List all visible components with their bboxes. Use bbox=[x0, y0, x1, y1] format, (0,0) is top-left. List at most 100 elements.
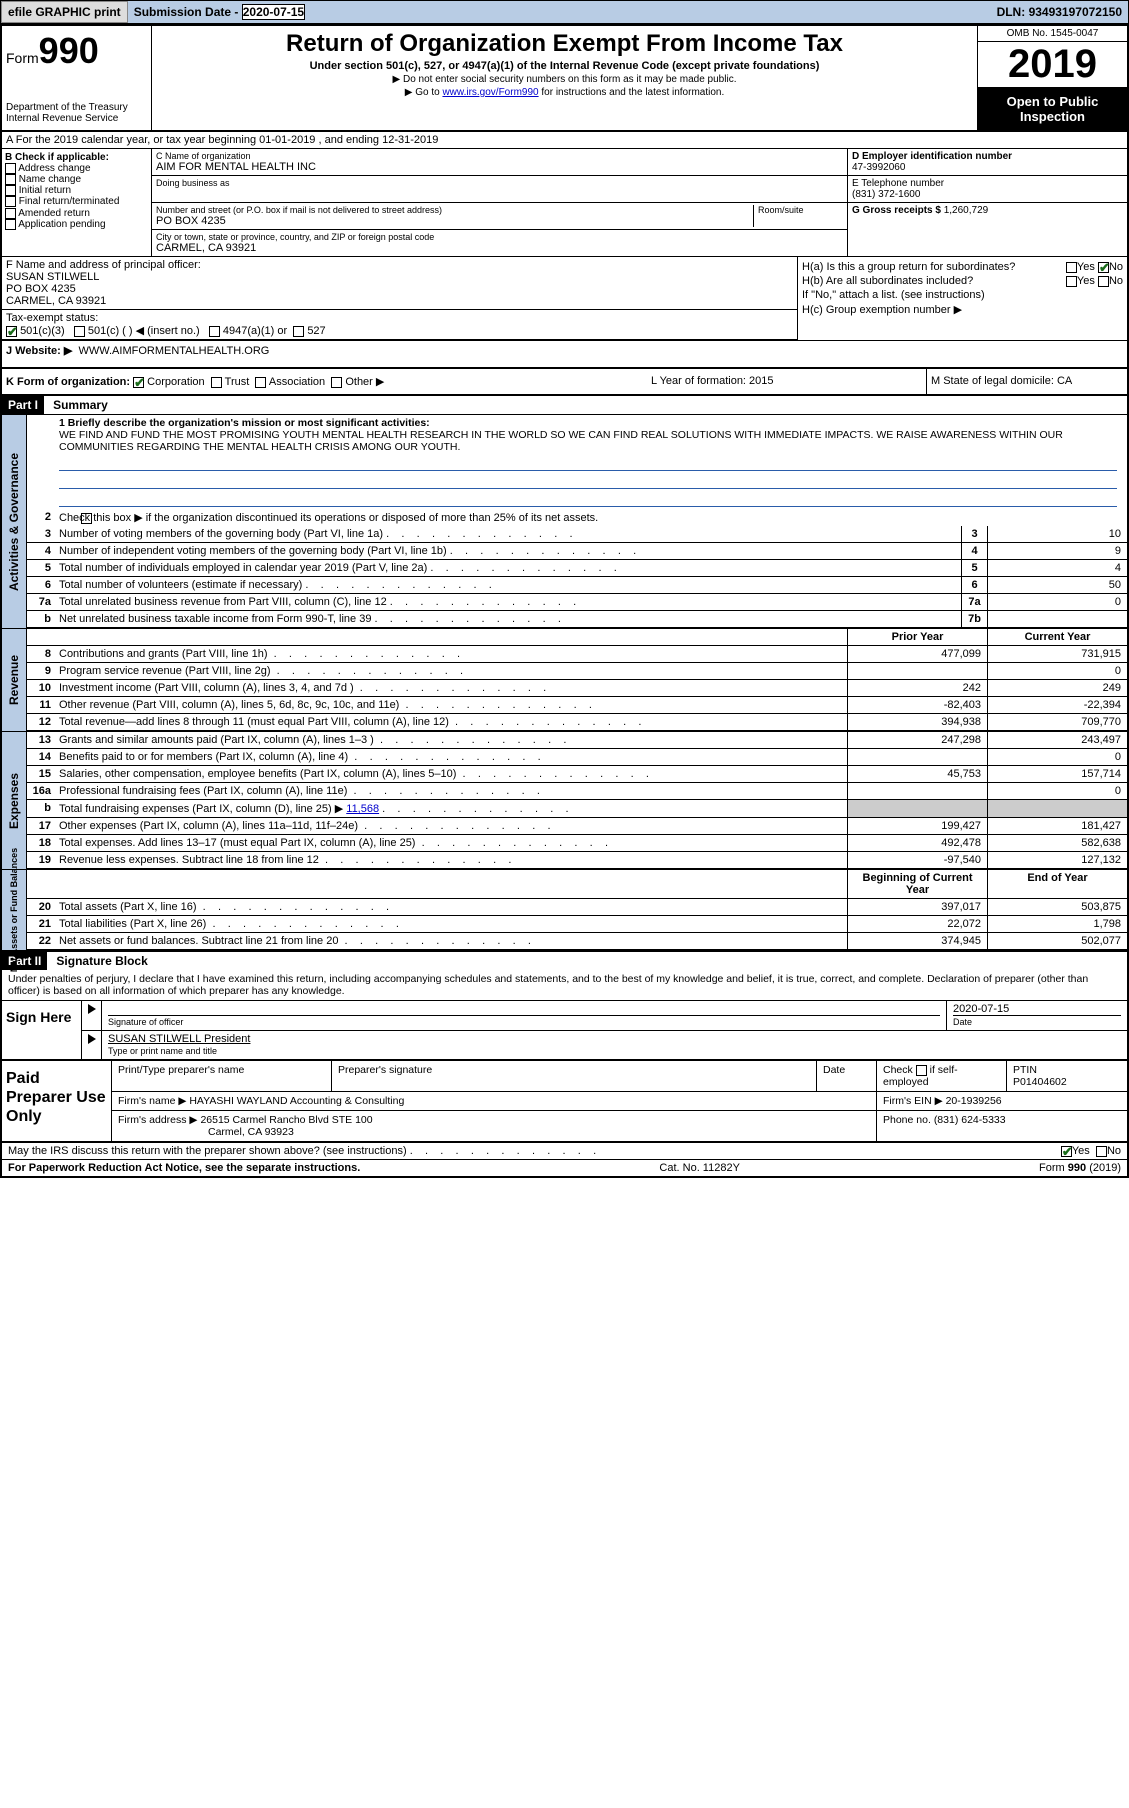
vtab-net: Net Assets or Fund Balances bbox=[2, 870, 27, 950]
phone: (831) 372-1600 bbox=[852, 189, 920, 200]
phone-row: E Telephone number (831) 372-1600 bbox=[848, 176, 1127, 203]
col-b: B Check if applicable: Address change Na… bbox=[2, 149, 152, 256]
cb-final-return[interactable]: Final return/terminated bbox=[5, 196, 148, 207]
l2: 2 Check this box ▶ if the organization d… bbox=[27, 509, 1127, 526]
dba-row: Doing business as bbox=[152, 176, 847, 203]
officer-row: F Name and address of principal officer:… bbox=[2, 257, 797, 310]
net-hdr: Beginning of Current Year End of Year bbox=[27, 870, 1127, 899]
cb-ha-no[interactable] bbox=[1098, 262, 1109, 273]
cb-501c[interactable] bbox=[74, 326, 85, 337]
firm-addr2: Carmel, CA 93923 bbox=[208, 1126, 294, 1138]
cb-hb-no[interactable] bbox=[1098, 276, 1109, 287]
discuss-row: May the IRS discuss this return with the… bbox=[2, 1143, 1127, 1160]
table-row: 11Other revenue (Part VIII, column (A), … bbox=[27, 697, 1127, 714]
officer-printed: SUSAN STILWELL President bbox=[108, 1033, 250, 1045]
note1: ▶ Do not enter social security numbers o… bbox=[158, 74, 971, 85]
state-domicile: M State of legal domicile: CA bbox=[927, 369, 1127, 394]
paid-preparer-grid: Paid Preparer Use Only Print/Type prepar… bbox=[2, 1061, 1127, 1143]
table-row: 10Investment income (Part VIII, column (… bbox=[27, 680, 1127, 697]
table-row: 7aTotal unrelated business revenue from … bbox=[27, 594, 1127, 611]
sign-here-grid: Sign Here Signature of officer 2020-07-1… bbox=[2, 1001, 1127, 1061]
cb-self-employed[interactable] bbox=[916, 1065, 927, 1076]
efile-print-btn[interactable]: efile GRAPHIC print bbox=[1, 1, 128, 23]
table-row: bNet unrelated business taxable income f… bbox=[27, 611, 1127, 628]
table-row: 18Total expenses. Add lines 13–17 (must … bbox=[27, 835, 1127, 852]
firm-phone: (831) 624-5333 bbox=[934, 1114, 1006, 1126]
table-row: 14Benefits paid to or for members (Part … bbox=[27, 749, 1127, 766]
vtab-gov: Activities & Governance bbox=[2, 415, 27, 628]
cb-address-change[interactable]: Address change bbox=[5, 163, 148, 174]
rev-hdr: Prior Year Current Year bbox=[27, 629, 1127, 646]
form-outer: Form990 Department of the Treasury Inter… bbox=[0, 24, 1129, 1178]
subdate-lbl: Submission Date - 2020-07-15 bbox=[128, 2, 311, 22]
sig-date: 2020-07-15 bbox=[953, 1003, 1009, 1015]
table-row: 22Net assets or fund balances. Subtract … bbox=[27, 933, 1127, 950]
cb-trust[interactable] bbox=[211, 377, 222, 388]
cb-501c3[interactable] bbox=[6, 326, 17, 337]
sect-exp: Expenses 13Grants and similar amounts pa… bbox=[2, 732, 1127, 870]
col-c: C Name of organization AIM FOR MENTAL HE… bbox=[152, 149, 847, 256]
omb: OMB No. 1545-0047 bbox=[978, 26, 1127, 42]
table-row: 16aProfessional fundraising fees (Part I… bbox=[27, 783, 1127, 800]
note2: ▶ Go to www.irs.gov/Form990 for instruct… bbox=[158, 87, 971, 98]
arrow-icon bbox=[88, 1004, 96, 1014]
cat-no: Cat. No. 11282Y bbox=[360, 1162, 1039, 1174]
arrow-icon bbox=[88, 1034, 96, 1044]
city-row: City or town, state or province, country… bbox=[152, 230, 847, 256]
perjury-para: Under penalties of perjury, I declare th… bbox=[2, 970, 1127, 1001]
col-f-tax-j: F Name and address of principal officer:… bbox=[2, 257, 797, 340]
table-row: bTotal fundraising expenses (Part IX, co… bbox=[27, 800, 1127, 818]
cb-corp[interactable] bbox=[133, 377, 144, 388]
footer: For Paperwork Reduction Act Notice, see … bbox=[2, 1160, 1127, 1176]
org-name-row: C Name of organization AIM FOR MENTAL HE… bbox=[152, 149, 847, 176]
ein: 47-3992060 bbox=[852, 162, 905, 173]
gross-row: G Gross receipts $ 1,260,729 bbox=[848, 203, 1127, 218]
form-sub: Under section 501(c), 527, or 4947(a)(1)… bbox=[158, 60, 971, 72]
cb-527[interactable] bbox=[293, 326, 304, 337]
cb-discuss-yes[interactable] bbox=[1061, 1146, 1072, 1157]
cb-amended-return[interactable]: Amended return bbox=[5, 208, 148, 219]
org-city: CARMEL, CA 93921 bbox=[156, 242, 256, 254]
cb-hb-yes[interactable] bbox=[1066, 276, 1077, 287]
grid-fh: F Name and address of principal officer:… bbox=[2, 257, 1127, 341]
website: WWW.AIMFORMENTALHEALTH.ORG bbox=[78, 345, 269, 357]
org-name: AIM FOR MENTAL HEALTH INC bbox=[156, 161, 316, 173]
addr-row: Number and street (or P.O. box if mail i… bbox=[152, 203, 847, 230]
form990-link[interactable]: www.irs.gov/Form990 bbox=[442, 87, 538, 98]
tax-status-row: Tax-exempt status: 501(c)(3) 501(c) ( ) … bbox=[2, 310, 797, 340]
sect-gov: Activities & Governance 1 Briefly descri… bbox=[2, 415, 1127, 629]
website-row: J Website: ▶ WWW.AIMFORMENTALHEALTH.ORG bbox=[2, 341, 1127, 369]
cb-ha-yes[interactable] bbox=[1066, 262, 1077, 273]
table-row: 13Grants and similar amounts paid (Part … bbox=[27, 732, 1127, 749]
topbar: efile GRAPHIC print Submission Date - 20… bbox=[0, 0, 1129, 24]
firm-name: HAYASHI WAYLAND Accounting & Consulting bbox=[189, 1095, 404, 1107]
cb-name-change[interactable]: Name change bbox=[5, 174, 148, 185]
hc: H(c) Group exemption number ▶ bbox=[802, 303, 1123, 316]
open-public: Open to Public Inspection bbox=[978, 88, 1127, 130]
part1-hdr-row: Part I Summary bbox=[2, 396, 1127, 415]
cb-other[interactable] bbox=[331, 377, 342, 388]
table-row: 4Number of independent voting members of… bbox=[27, 543, 1127, 560]
cb-app-pending[interactable]: Application pending bbox=[5, 219, 148, 230]
table-row: 20Total assets (Part X, line 16) 397,017… bbox=[27, 899, 1127, 916]
cb-4947[interactable] bbox=[209, 326, 220, 337]
cb-discuss-no[interactable] bbox=[1096, 1146, 1107, 1157]
part2-hdr-row: Part II Signature Block bbox=[2, 952, 1127, 970]
subdate-val: 2020-07-15 bbox=[242, 4, 305, 20]
hb-note: If "No," attach a list. (see instruction… bbox=[802, 289, 1123, 301]
dln: DLN: 93493197072150 bbox=[991, 2, 1128, 22]
hb: H(b) Are all subordinates included? Yes … bbox=[802, 275, 1123, 287]
cb-discontinued[interactable] bbox=[81, 513, 92, 524]
sect-net: Net Assets or Fund Balances Beginning of… bbox=[2, 870, 1127, 952]
table-row: 12Total revenue—add lines 8 through 11 (… bbox=[27, 714, 1127, 731]
table-row: 6Total number of volunteers (estimate if… bbox=[27, 577, 1127, 594]
firm-addr1: 26515 Carmel Rancho Blvd STE 100 bbox=[200, 1114, 372, 1126]
form-no: Form 990 (2019) bbox=[1039, 1162, 1121, 1174]
gross-receipts: 1,260,729 bbox=[944, 205, 989, 216]
cb-assoc[interactable] bbox=[255, 377, 266, 388]
col-h: H(a) Is this a group return for subordin… bbox=[797, 257, 1127, 340]
table-row: 17Other expenses (Part IX, column (A), l… bbox=[27, 818, 1127, 835]
cb-initial-return[interactable]: Initial return bbox=[5, 185, 148, 196]
hdr-mid: Return of Organization Exempt From Incom… bbox=[152, 26, 977, 130]
mission-text: WE FIND AND FUND THE MOST PROMISING YOUT… bbox=[59, 429, 1063, 453]
